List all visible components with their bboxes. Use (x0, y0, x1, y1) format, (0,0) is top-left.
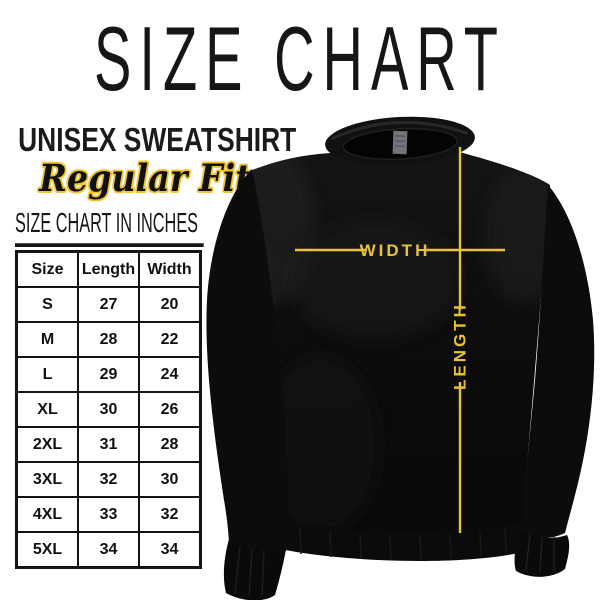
table-heading: SIZE CHART IN INCHES (15, 207, 204, 247)
right-sleeve (521, 185, 595, 539)
cell-length: 28 (77, 321, 140, 358)
table-row: XL 30 26 (15, 391, 202, 428)
table-row: 4XL 33 32 (15, 496, 202, 533)
cell-size: M (15, 321, 79, 358)
table-row: 5XL 34 34 (15, 531, 202, 569)
measurement-lines (295, 147, 505, 533)
fit-label: Regular Fit (39, 156, 251, 200)
table-header-row: Size Length Width (15, 250, 202, 288)
cell-length: 27 (77, 286, 140, 323)
width-measure-label: WIDTH (360, 241, 431, 260)
size-table: Size Length Width S 27 20 M 28 22 L 29 2… (15, 250, 202, 569)
cell-width: 34 (138, 531, 202, 569)
cell-width: 32 (138, 496, 202, 533)
col-header-width: Width (138, 250, 202, 288)
cell-size: 5XL (15, 531, 79, 569)
cell-size: S (15, 286, 79, 323)
table-row: 3XL 32 30 (15, 461, 202, 498)
cell-size: L (15, 356, 79, 393)
cell-length: 33 (77, 496, 140, 533)
col-header-length: Length (77, 250, 140, 288)
cell-length: 29 (77, 356, 140, 393)
left-sleeve (206, 169, 289, 553)
table-row: L 29 24 (15, 356, 202, 393)
length-measure-label: LENGTH (451, 302, 470, 390)
cell-size: 3XL (15, 461, 79, 498)
product-name: UNISEX SWEATSHIRT (18, 122, 297, 159)
neck-tag (392, 130, 408, 155)
col-header-size: Size (15, 250, 79, 288)
cell-width: 30 (138, 461, 202, 498)
table-row: 2XL 31 28 (15, 426, 202, 463)
cell-width: 24 (138, 356, 202, 393)
page-title: SIZE CHART (94, 7, 506, 110)
cell-length: 31 (77, 426, 140, 463)
hem-band (278, 519, 522, 561)
cell-size: XL (15, 391, 79, 428)
cell-width: 20 (138, 286, 202, 323)
table-row: M 28 22 (15, 321, 202, 358)
sweatshirt-image: WIDTH LENGTH (206, 116, 595, 600)
cell-size: 2XL (15, 426, 79, 463)
right-cuff (514, 529, 570, 577)
cell-width: 22 (138, 321, 202, 358)
cell-length: 34 (77, 531, 140, 569)
cell-length: 30 (77, 391, 140, 428)
cell-width: 28 (138, 426, 202, 463)
cell-length: 32 (77, 461, 140, 498)
table-row: S 27 20 (15, 286, 202, 323)
cell-width: 26 (138, 391, 202, 428)
cell-size: 4XL (15, 496, 79, 533)
